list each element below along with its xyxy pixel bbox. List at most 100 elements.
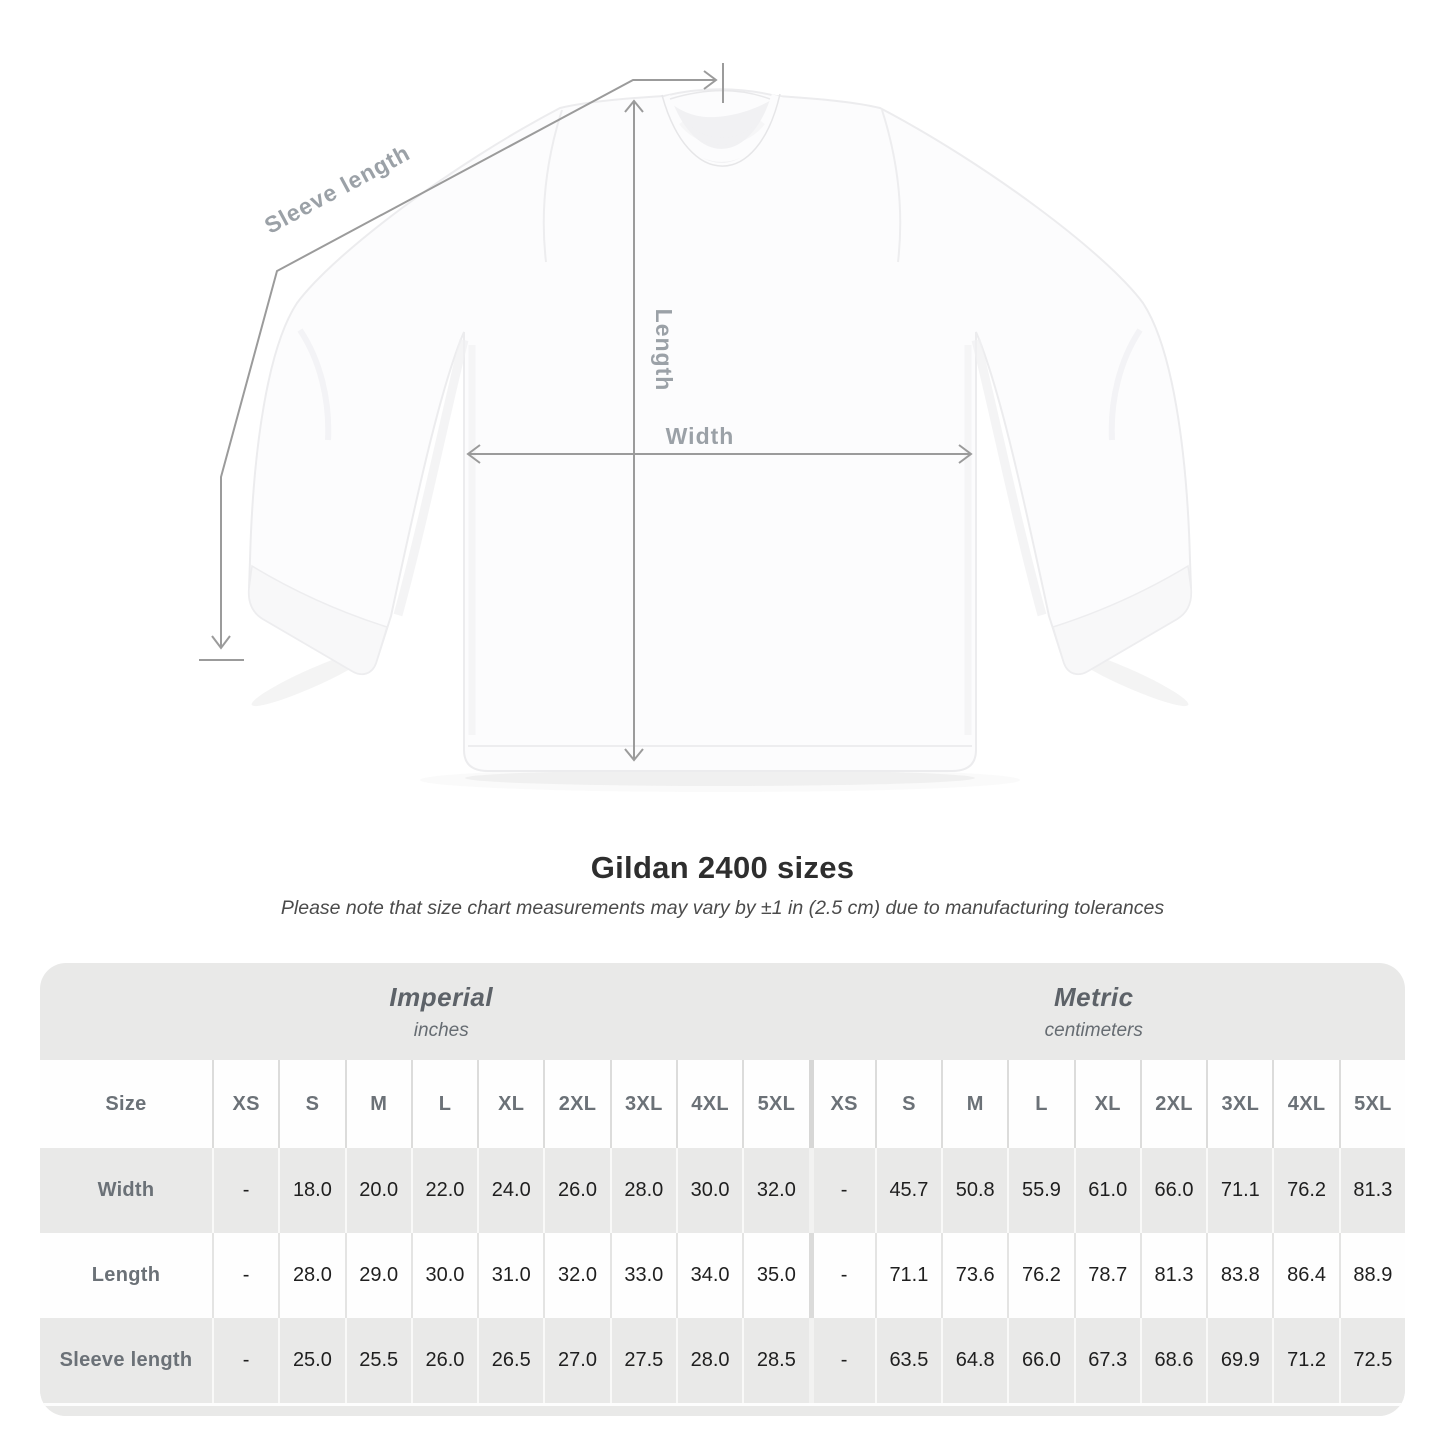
length-metric-value: 88.9 [1338, 1233, 1405, 1318]
width-row-label: Width [40, 1148, 212, 1233]
shirt-measurement-diagram: Sleeve length Length Width [199, 63, 1193, 792]
sleeve-imperial-value: 27.0 [543, 1318, 610, 1403]
tolerance-note: Please note that size chart measurements… [280, 897, 1165, 919]
width-metric-value: 81.3 [1338, 1148, 1405, 1233]
unit-header-row: Imperial inches Metric centimeters [40, 963, 1405, 1060]
length-imperial-value: - [212, 1233, 279, 1318]
length-row: Length - 28.0 29.0 30.0 31.0 32.0 33.0 3… [40, 1233, 1405, 1318]
sleeve-imperial-value: 26.5 [477, 1318, 544, 1403]
sleeve-imperial-value: - [212, 1318, 279, 1403]
length-imperial-value: 31.0 [477, 1233, 544, 1318]
width-row: Width - 18.0 20.0 22.0 24.0 26.0 28.0 30… [40, 1148, 1405, 1233]
left-cuff [248, 564, 388, 675]
length-imperial-value: 32.0 [543, 1233, 610, 1318]
length-imperial-value: 35.0 [742, 1233, 809, 1318]
sleeve-length-arrow [199, 63, 724, 661]
sleeve-imperial-value: 27.5 [609, 1318, 676, 1403]
size-col-metric-xs: XS [808, 1060, 875, 1148]
shirt-seams [468, 109, 972, 747]
width-metric-value: 55.9 [1007, 1148, 1074, 1233]
size-header-cell: Size [40, 1060, 212, 1148]
length-row-label: Length [40, 1233, 212, 1318]
imperial-unit: inches [413, 1019, 469, 1041]
sleeve-imperial-value: 25.5 [344, 1318, 411, 1403]
size-table: Imperial inches Metric centimeters Size … [40, 963, 1405, 1416]
collar-band [657, 94, 785, 162]
sleeve-imperial-value: 28.5 [742, 1318, 809, 1403]
sleeve-length-row: Sleeve length - 25.0 25.5 26.0 26.5 27.0… [40, 1318, 1405, 1403]
size-col-imperial-xl: XL [477, 1060, 544, 1148]
title-block: Gildan 2400 sizes Please note that size … [0, 850, 1445, 920]
width-imperial-value: 24.0 [477, 1148, 544, 1233]
size-col-imperial-2xl: 2XL [543, 1060, 610, 1148]
size-col-metric-5xl: 5XL [1338, 1060, 1405, 1148]
sleeve-imperial-value: 25.0 [278, 1318, 345, 1403]
shirt-diagram-svg: Sleeve length Length Width [199, 63, 1193, 792]
sleeve-metric-value: 71.2 [1272, 1318, 1339, 1403]
length-metric-value: 78.7 [1073, 1233, 1140, 1318]
length-label: Length [651, 309, 677, 392]
width-imperial-value: 20.0 [344, 1148, 411, 1233]
size-col-imperial-l: L [410, 1060, 478, 1148]
sleeve-imperial-value: 28.0 [675, 1318, 743, 1403]
size-col-metric-3xl: 3XL [1206, 1060, 1273, 1148]
sleeve-length-row-label: Sleeve length [40, 1318, 212, 1403]
sleeve-metric-value: 66.0 [1007, 1318, 1074, 1403]
right-cuff [1052, 564, 1192, 675]
sleeve-metric-value: 68.6 [1139, 1318, 1207, 1403]
width-imperial-value: 28.0 [609, 1148, 676, 1233]
size-col-imperial-3xl: 3XL [609, 1060, 676, 1148]
size-col-metric-4xl: 4XL [1272, 1060, 1339, 1148]
sleeve-metric-value: 67.3 [1073, 1318, 1140, 1403]
width-metric-value: 66.0 [1139, 1148, 1207, 1233]
size-col-imperial-s: S [278, 1060, 345, 1148]
metric-unit: centimeters [1044, 1019, 1143, 1041]
collar-outer-line [661, 93, 781, 167]
width-metric-value: 45.7 [874, 1148, 942, 1233]
imperial-title: Imperial [389, 981, 494, 1012]
length-metric-value: 86.4 [1272, 1233, 1339, 1318]
width-arrow [466, 444, 973, 464]
length-imperial-value: 30.0 [410, 1233, 478, 1318]
size-col-metric-2xl: 2XL [1139, 1060, 1207, 1148]
sleeve-metric-value: 63.5 [874, 1318, 942, 1403]
size-col-imperial-m: M [344, 1060, 411, 1148]
size-col-imperial-xs: XS [212, 1060, 279, 1148]
metric-title: Metric [1053, 981, 1134, 1012]
sleeve-metric-value: - [808, 1318, 875, 1403]
length-imperial-value: 28.0 [278, 1233, 345, 1318]
width-imperial-value: 32.0 [742, 1148, 809, 1233]
shirt-illustration [247, 88, 1193, 772]
table-footer-strip [40, 1403, 1405, 1416]
page-title: Gildan 2400 sizes [590, 850, 855, 885]
length-arrow [624, 99, 644, 762]
length-imperial-value: 34.0 [675, 1233, 743, 1318]
size-col-metric-xl: XL [1073, 1060, 1140, 1148]
length-metric-value: 76.2 [1007, 1233, 1074, 1318]
measurement-lines [199, 63, 973, 762]
length-imperial-value: 29.0 [344, 1233, 411, 1318]
imperial-header: Imperial inches [40, 963, 809, 1060]
width-imperial-value: 18.0 [278, 1148, 345, 1233]
shirt-shadows [251, 649, 1189, 792]
size-col-metric-m: M [941, 1060, 1008, 1148]
sleeve-imperial-value: 26.0 [410, 1318, 478, 1403]
length-metric-value: 73.6 [941, 1233, 1008, 1318]
width-imperial-value: 30.0 [675, 1148, 743, 1233]
length-metric-value: - [808, 1233, 875, 1318]
metric-header: Metric centimeters [809, 963, 1406, 1060]
length-imperial-value: 33.0 [609, 1233, 676, 1318]
size-header-row: Size XS S M L XL 2XL 3XL 4XL 5XL XS S M … [40, 1060, 1405, 1148]
shirt-creases [297, 119, 1143, 735]
width-metric-value: - [808, 1148, 875, 1233]
size-col-imperial-5xl: 5XL [742, 1060, 809, 1148]
width-metric-value: 76.2 [1272, 1148, 1339, 1233]
shirt-body [247, 88, 1193, 772]
width-imperial-value: 22.0 [410, 1148, 478, 1233]
sleeve-metric-value: 69.9 [1206, 1318, 1273, 1403]
length-metric-value: 71.1 [874, 1233, 942, 1318]
width-metric-value: 61.0 [1073, 1148, 1140, 1233]
width-imperial-value: - [212, 1148, 279, 1233]
width-metric-value: 50.8 [941, 1148, 1008, 1233]
